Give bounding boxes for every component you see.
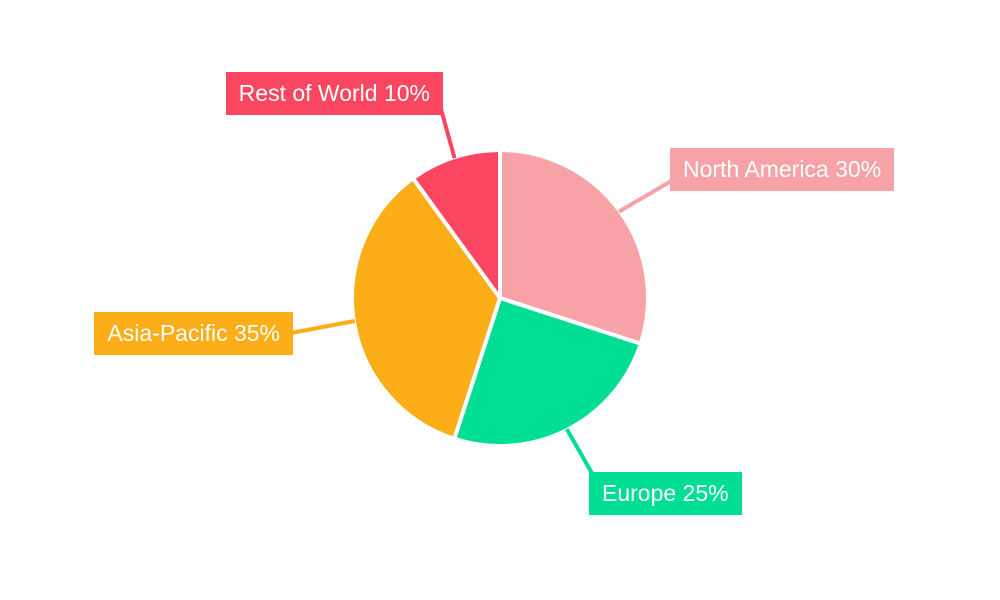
leader-line-europe [565, 427, 595, 476]
pie-label-europe: Europe 25% [589, 472, 742, 515]
leader-line-asia-pacific [290, 319, 356, 335]
pie-label-asia-pacific: Asia-Pacific 35% [94, 312, 293, 355]
pie-label-rest-of-world: Rest of World 10% [225, 72, 443, 115]
leader-line-north-america [617, 178, 675, 214]
leader-line-rest-of-world [439, 108, 457, 159]
pie-label-north-america: North America 30% [670, 148, 895, 191]
